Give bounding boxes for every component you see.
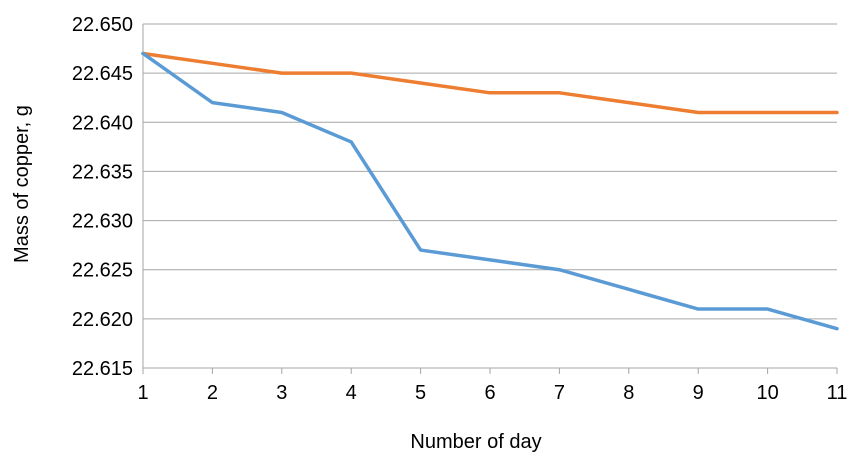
x-tick-label: 9 [693,382,704,404]
x-axis-title: Number of day [410,431,541,453]
gridlines [143,23,837,320]
y-tick-label: 22.615 [72,358,133,380]
x-tick-label: 6 [484,382,495,404]
series-line-1 [141,51,839,115]
y-tick-label: 22.640 [72,112,133,134]
y-axis-title: Mass of copper, g [11,105,33,263]
series-line-2 [141,51,839,331]
x-tick-label: 2 [207,382,218,404]
y-tick-label: 22.630 [72,211,133,233]
x-tick-label: 3 [276,382,287,404]
y-tick-label: 22.620 [72,309,133,331]
x-tick-label: 4 [346,382,357,404]
y-tick-label: 22.635 [72,161,133,183]
x-tick-label: 10 [756,382,778,404]
axes [142,24,838,374]
y-tick-label: 22.625 [72,260,133,282]
y-tick-labels: 22.650 22.645 22.640 22.635 22.630 22.625 22.6… [72,14,133,380]
y-tick-label: 22.650 [72,14,133,36]
y-tick-label: 22.645 [72,63,133,85]
x-tick-label: 11 [827,382,848,404]
x-tick-labels: 1 2 3 4 5 6 7 8 9 10 11 [137,382,847,404]
x-tick-label: 8 [623,382,634,404]
x-tick-label: 7 [554,382,565,404]
x-tick-label: 5 [415,382,426,404]
series-lines [141,51,839,331]
x-tick-label: 1 [137,382,148,404]
